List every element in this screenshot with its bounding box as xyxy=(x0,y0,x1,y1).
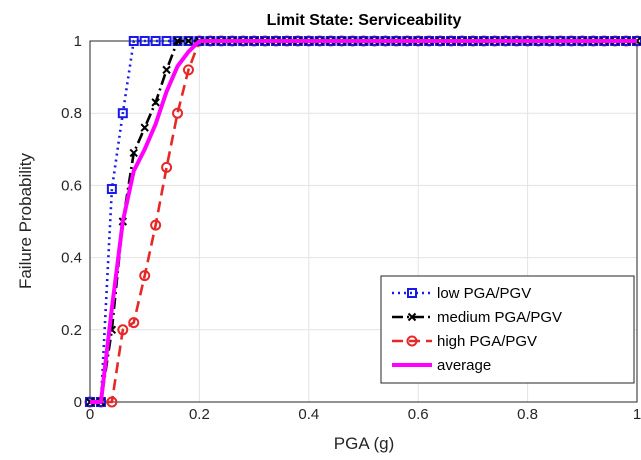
chart-title: Limit State: Serviceability xyxy=(267,12,462,29)
data-point xyxy=(128,317,140,329)
series-line xyxy=(90,39,637,404)
y-tick-label: 0.2 xyxy=(61,322,82,339)
legend: low PGA/PGV medium PGA/PGV high PGA/PGV ave… xyxy=(380,275,635,384)
data-point xyxy=(140,123,149,132)
data-point xyxy=(139,36,150,46)
y-tick-label: 0.8 xyxy=(61,105,82,122)
data-point xyxy=(183,36,194,46)
legend-label: high PGA/PGV xyxy=(437,333,537,350)
y-tick-label: 0 xyxy=(74,394,82,411)
data-point xyxy=(129,148,138,158)
data-point xyxy=(161,161,173,173)
data-point xyxy=(161,36,172,46)
data-point xyxy=(128,36,139,46)
legend-label: average xyxy=(437,357,491,374)
y-axis-label: Failure Probability xyxy=(16,152,35,289)
data-point xyxy=(150,36,161,46)
data-point xyxy=(150,219,162,231)
legend-marker xyxy=(406,335,418,347)
data-point xyxy=(184,36,193,46)
x-tick-label: 0.4 xyxy=(298,406,319,423)
x-tick-label: 0 xyxy=(86,406,94,423)
data-point xyxy=(162,65,171,75)
data-point xyxy=(172,107,184,119)
data-point xyxy=(117,324,129,336)
x-tick-label: 1 xyxy=(633,406,641,423)
y-tick-label: 1 xyxy=(74,33,82,50)
x-tick-label: 0.2 xyxy=(189,406,210,423)
legend-item: medium PGA/PGV xyxy=(392,309,562,326)
tick-labels: 0 0.2 0.4 0.6 0.8 1 0 0.2 0.4 0.6 0.8 1 xyxy=(61,33,641,423)
x-tick-label: 0.8 xyxy=(517,406,538,423)
data-point xyxy=(117,108,128,119)
x-axis-label: PGA (g) xyxy=(334,434,394,453)
data-point xyxy=(139,270,151,282)
legend-marker xyxy=(407,312,417,322)
legend-label: medium PGA/PGV xyxy=(437,309,562,326)
legend-item: high PGA/PGV xyxy=(392,333,537,350)
data-point xyxy=(151,98,160,107)
y-tick-label: 0.6 xyxy=(61,177,82,194)
legend-label: low PGA/PGV xyxy=(437,285,531,302)
data-point xyxy=(173,36,182,46)
series-group xyxy=(84,35,641,408)
legend-item: average xyxy=(392,357,491,374)
y-tick-label: 0.4 xyxy=(61,250,82,267)
legend-item: low PGA/PGV xyxy=(392,285,531,302)
data-point xyxy=(106,396,118,408)
data-point xyxy=(106,184,117,195)
x-tick-label: 0.6 xyxy=(408,406,429,423)
grid xyxy=(90,41,637,402)
series-average xyxy=(90,39,637,404)
legend-marker xyxy=(407,288,417,298)
data-point xyxy=(182,64,194,76)
